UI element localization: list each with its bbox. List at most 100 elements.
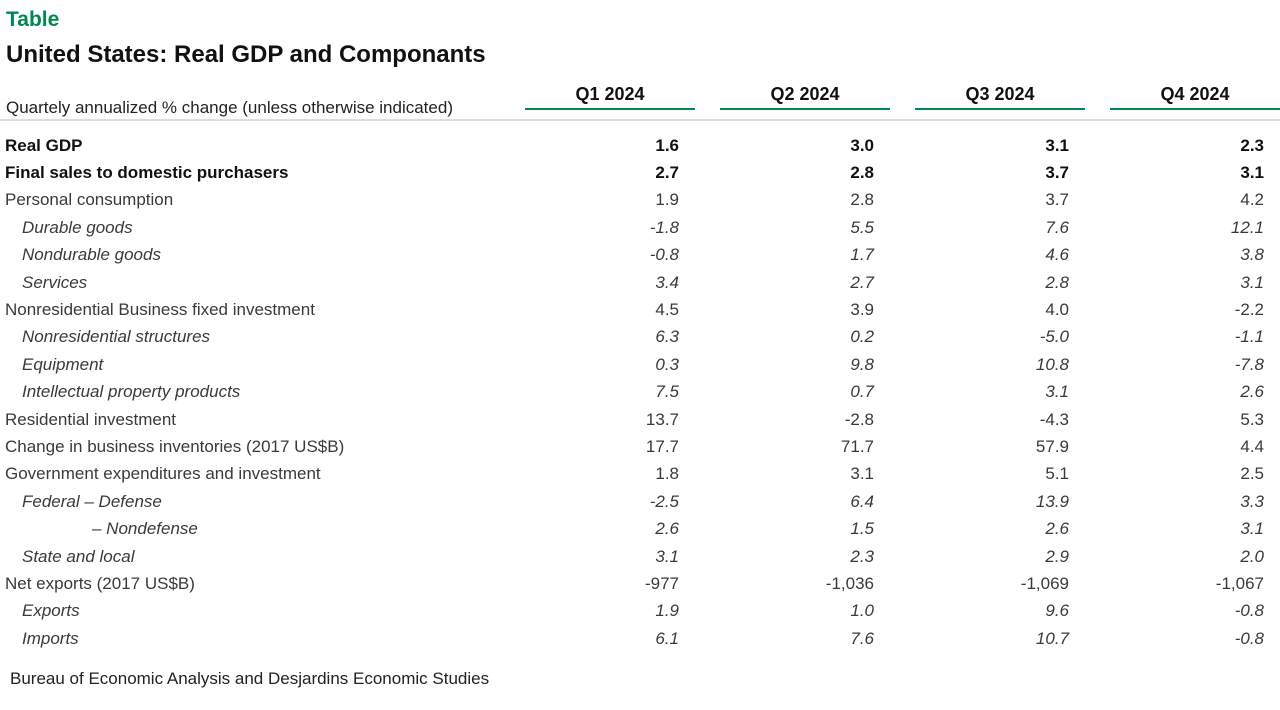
value-cell: 3.1 bbox=[1045, 135, 1069, 155]
table-row: Intellectual property products 7.5 0.7 3.1 2… bbox=[0, 379, 1280, 406]
value-cell: -0.8 bbox=[1234, 601, 1264, 621]
row-label: State and local bbox=[22, 546, 135, 566]
page-title: United States: Real GDP and Componants bbox=[6, 41, 486, 69]
value-cell: 3.8 bbox=[1240, 245, 1264, 265]
value-cell: 10.7 bbox=[1035, 628, 1069, 648]
table-row: State and local 3.1 2.3 2.9 2.0 bbox=[0, 543, 1280, 570]
column-header-q1: Q1 2024 bbox=[525, 84, 695, 110]
value-cell: 7.6 bbox=[850, 628, 874, 648]
table-row: Final sales to domestic purchasers 2.7 2.8… bbox=[0, 159, 1280, 186]
value-cell: 4.6 bbox=[1045, 245, 1069, 265]
value-cell: -1,036 bbox=[825, 573, 874, 593]
value-cell: 1.9 bbox=[655, 190, 679, 210]
table-row: Exports 1.9 1.0 9.6 -0.8 bbox=[0, 598, 1280, 625]
value-cell: 2.0 bbox=[1240, 546, 1264, 566]
value-cell: 4.2 bbox=[1240, 190, 1264, 210]
value-cell: 1.6 bbox=[655, 135, 679, 155]
value-cell: -1,067 bbox=[1215, 573, 1264, 593]
value-cell: 2.6 bbox=[1240, 382, 1264, 402]
value-cell: -7.8 bbox=[1234, 354, 1264, 374]
value-cell: 0.2 bbox=[850, 327, 874, 347]
column-header-q2: Q2 2024 bbox=[720, 84, 890, 110]
row-label: Nondurable goods bbox=[22, 245, 161, 265]
column-header-q4: Q4 2024 bbox=[1110, 84, 1280, 110]
table-row: Real GDP 1.6 3.0 3.1 2.3 bbox=[0, 132, 1280, 159]
value-cell: 57.9 bbox=[1035, 436, 1069, 456]
value-cell: 3.1 bbox=[655, 546, 679, 566]
header-separator-line bbox=[0, 118, 1280, 121]
table-body: Real GDP 1.6 3.0 3.1 2.3 Final sales to domes… bbox=[0, 132, 1280, 652]
value-cell: 3.7 bbox=[1045, 190, 1069, 210]
table-row: Nondurable goods -0.8 1.7 4.6 3.8 bbox=[0, 242, 1280, 269]
source-note: Bureau of Economic Analysis and Desjardi… bbox=[10, 669, 490, 689]
row-label: – Nondefense bbox=[92, 519, 198, 539]
row-label: Final sales to domestic purchasers bbox=[5, 163, 289, 183]
table-row: Government expenditures and investment 1.… bbox=[0, 461, 1280, 488]
value-cell: 2.3 bbox=[1240, 135, 1264, 155]
value-cell: 3.3 bbox=[1240, 491, 1264, 511]
value-cell: 7.6 bbox=[1045, 217, 1069, 237]
value-cell: 6.3 bbox=[655, 327, 679, 347]
table-row: Change in business inventories (2017 US$… bbox=[0, 433, 1280, 460]
value-cell: 2.8 bbox=[850, 190, 874, 210]
value-cell: 2.9 bbox=[1045, 546, 1069, 566]
value-cell: 13.9 bbox=[1035, 491, 1069, 511]
report-page: Table United States: Real GDP and Compon… bbox=[0, 8, 1280, 689]
row-label: Change in business inventories (2017 US$… bbox=[5, 436, 345, 456]
value-cell: -0.8 bbox=[1234, 628, 1264, 648]
table-row: Nonresidential structures 6.3 0.2 -5.0 -1.1 bbox=[0, 324, 1280, 351]
value-cell: 13.7 bbox=[645, 409, 679, 429]
column-header-q3: Q3 2024 bbox=[915, 84, 1085, 110]
row-label: Government expenditures and investment bbox=[5, 464, 321, 484]
value-cell: 3.1 bbox=[850, 464, 874, 484]
table-row: Net exports (2017 US$B) -977 -1,036 -1,069 -… bbox=[0, 570, 1280, 597]
value-cell: 6.4 bbox=[850, 491, 874, 511]
value-cell: -2.2 bbox=[1234, 300, 1264, 320]
value-cell: 2.6 bbox=[655, 519, 679, 539]
value-cell: 4.5 bbox=[655, 300, 679, 320]
value-cell: -1.1 bbox=[1234, 327, 1264, 347]
table-row: Equipment 0.3 9.8 10.8 -7.8 bbox=[0, 351, 1280, 378]
table-kicker: Table bbox=[6, 8, 60, 31]
value-cell: 3.9 bbox=[850, 300, 874, 320]
row-label: Residential investment bbox=[5, 409, 177, 429]
value-cell: -2.8 bbox=[844, 409, 874, 429]
value-cell: -977 bbox=[644, 573, 679, 593]
value-cell: -0.8 bbox=[649, 245, 679, 265]
row-label: Durable goods bbox=[22, 217, 133, 237]
value-cell: -1,069 bbox=[1020, 573, 1069, 593]
value-cell: 2.7 bbox=[655, 163, 679, 183]
value-cell: 10.8 bbox=[1035, 354, 1069, 374]
table-row: Imports 6.1 7.6 10.7 -0.8 bbox=[0, 625, 1280, 652]
table-header-row: Quartely annualized % change (unless oth… bbox=[0, 70, 1280, 119]
value-cell: -4.3 bbox=[1039, 409, 1069, 429]
value-cell: 3.7 bbox=[1045, 163, 1069, 183]
value-cell: 3.0 bbox=[850, 135, 874, 155]
row-label: Imports bbox=[22, 628, 79, 648]
value-cell: 2.7 bbox=[850, 272, 874, 292]
value-cell: 2.8 bbox=[1045, 272, 1069, 292]
table-row: – Nondefense 2.6 1.5 2.6 3.1 bbox=[0, 515, 1280, 542]
value-cell: 12.1 bbox=[1230, 217, 1264, 237]
value-cell: 3.4 bbox=[655, 272, 679, 292]
value-cell: -1.8 bbox=[649, 217, 679, 237]
value-cell: 2.6 bbox=[1045, 519, 1069, 539]
table-subtitle: Quartely annualized % change (unless oth… bbox=[6, 97, 453, 117]
value-cell: 1.5 bbox=[850, 519, 874, 539]
value-cell: 1.9 bbox=[655, 601, 679, 621]
value-cell: 7.5 bbox=[655, 382, 679, 402]
value-cell: 3.1 bbox=[1240, 272, 1264, 292]
value-cell: 5.1 bbox=[1045, 464, 1069, 484]
value-cell: 3.1 bbox=[1240, 163, 1264, 183]
row-label: Exports bbox=[22, 601, 80, 621]
row-label: Nonresidential structures bbox=[22, 327, 211, 347]
row-label: Nonresidential Business fixed investment bbox=[5, 300, 315, 320]
value-cell: 1.7 bbox=[850, 245, 874, 265]
value-cell: -5.0 bbox=[1039, 327, 1069, 347]
value-cell: 1.0 bbox=[850, 601, 874, 621]
value-cell: 2.8 bbox=[850, 163, 874, 183]
value-cell: 5.5 bbox=[850, 217, 874, 237]
table-row: Personal consumption 1.9 2.8 3.7 4.2 bbox=[0, 187, 1280, 214]
row-label: Intellectual property products bbox=[22, 382, 241, 402]
table-row: Nonresidential Business fixed investment… bbox=[0, 296, 1280, 323]
